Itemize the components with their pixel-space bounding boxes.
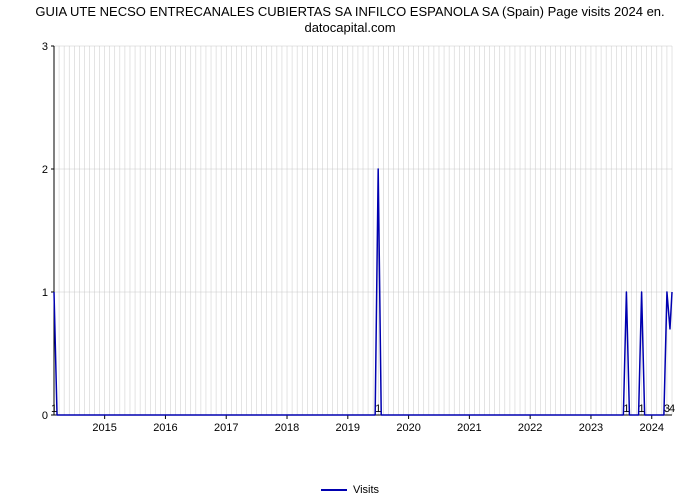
chart-container: GUIA UTE NECSO ENTRECANALES CUBIERTAS SA… xyxy=(0,0,700,500)
svg-text:3: 3 xyxy=(42,42,48,53)
legend-label: Visits xyxy=(353,484,379,496)
title-line-1: GUIA UTE NECSO ENTRECANALES CUBIERTAS SA… xyxy=(35,4,664,19)
title-line-2: datocapital.com xyxy=(304,20,395,35)
svg-text:0: 0 xyxy=(42,410,48,422)
svg-text:2: 2 xyxy=(42,164,48,176)
svg-text:2024: 2024 xyxy=(639,422,663,434)
svg-text:4: 4 xyxy=(669,403,675,415)
svg-text:2019: 2019 xyxy=(336,422,360,434)
svg-text:2017: 2017 xyxy=(214,422,238,434)
svg-text:2020: 2020 xyxy=(396,422,420,434)
svg-text:1: 1 xyxy=(51,403,57,415)
svg-text:2021: 2021 xyxy=(457,422,481,434)
legend-swatch xyxy=(321,489,347,491)
svg-text:2023: 2023 xyxy=(579,422,603,434)
svg-text:2015: 2015 xyxy=(92,422,116,434)
svg-text:2018: 2018 xyxy=(275,422,299,434)
svg-text:2022: 2022 xyxy=(518,422,542,434)
svg-text:1: 1 xyxy=(623,403,629,415)
svg-text:1: 1 xyxy=(639,403,645,415)
plot-svg: 0123201520162017201820192020202120222023… xyxy=(40,42,680,447)
svg-text:2016: 2016 xyxy=(153,422,177,434)
chart-title: GUIA UTE NECSO ENTRECANALES CUBIERTAS SA… xyxy=(0,0,700,37)
svg-text:1: 1 xyxy=(375,403,381,415)
svg-text:1: 1 xyxy=(42,287,48,299)
plot-area: 0123201520162017201820192020202120222023… xyxy=(40,42,680,447)
legend: Visits xyxy=(0,484,700,496)
